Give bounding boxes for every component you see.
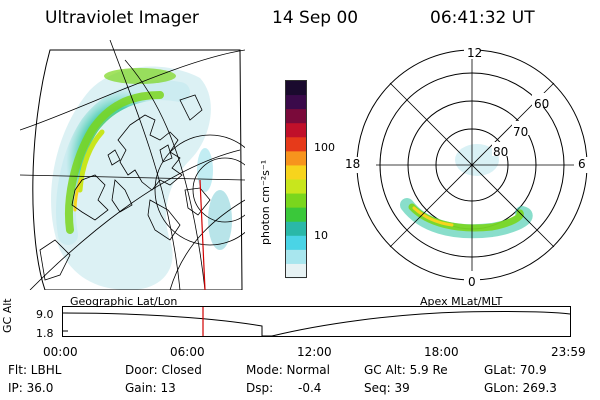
colorbar-band — [286, 123, 306, 138]
polar-label-12: 12 — [467, 46, 483, 60]
colorbar-band — [286, 221, 306, 237]
colorbar-band — [286, 95, 306, 110]
ytick-1-8: 1.8 — [36, 327, 54, 340]
dsp-value: -0.4 — [298, 381, 322, 395]
colorbar-band — [286, 263, 306, 279]
geographic-title: Geographic Lat/Lon — [70, 295, 178, 308]
colorbar-unit-label: photon cm⁻²s⁻¹ — [259, 159, 272, 245]
glon-status: GLon: 269.3 — [484, 381, 557, 395]
colorbar-tick-10: 10 — [314, 229, 328, 242]
apex-title: Apex MLat/MLT — [420, 295, 503, 308]
gc-alt-status: GC Alt: 5.9 Re — [364, 363, 448, 377]
colorbar-band — [286, 193, 306, 209]
door-status: Door: Closed — [125, 363, 202, 377]
xtick-2359: 23:59 — [551, 345, 586, 359]
colorbar-band — [286, 137, 306, 152]
colorbar-band — [286, 235, 306, 251]
altitude-plot — [62, 306, 571, 337]
polar-lat-80: 80 — [493, 145, 509, 159]
ytick-9: 9.0 — [36, 308, 54, 321]
colorbar-band — [286, 207, 306, 223]
dsp-label: Dsp: — [246, 381, 274, 395]
colorbar-band — [286, 151, 306, 166]
colorbar-band — [286, 109, 306, 124]
glat-status: GLat: 70.9 — [484, 363, 547, 377]
colorbar-band — [286, 81, 306, 96]
colorbar — [285, 80, 307, 279]
polar-label-0: 0 — [468, 275, 476, 289]
seq-status: Seq: 39 — [364, 381, 410, 395]
colorbar-band — [286, 165, 306, 180]
xtick-0600: 06:00 — [170, 345, 205, 359]
xtick-0000: 00:00 — [43, 345, 78, 359]
time-label: 06:41:32 UT — [430, 8, 535, 28]
colorbar-band — [286, 179, 306, 195]
polar-lat-70: 70 — [513, 125, 529, 139]
polar-lat-60: 60 — [534, 97, 550, 111]
ip-status: IP: 36.0 — [8, 381, 54, 395]
colorbar-tick-100: 100 — [314, 141, 335, 154]
polar-label-6: 6 — [578, 157, 586, 171]
polar-plot — [352, 45, 592, 285]
xtick-1800: 18:00 — [424, 345, 459, 359]
mode-status: Mode: Normal — [246, 363, 330, 377]
filter-status: Flt: LBHL — [8, 363, 62, 377]
xtick-1200: 12:00 — [297, 345, 332, 359]
geographic-map — [20, 40, 245, 290]
instrument-title: Ultraviolet Imager — [45, 8, 199, 28]
date-label: 14 Sep 00 — [272, 8, 359, 28]
gain-status: Gain: 13 — [125, 381, 176, 395]
gc-alt-axis-label: GC Alt — [1, 298, 14, 333]
colorbar-band — [286, 249, 306, 265]
polar-label-18: 18 — [345, 157, 361, 171]
